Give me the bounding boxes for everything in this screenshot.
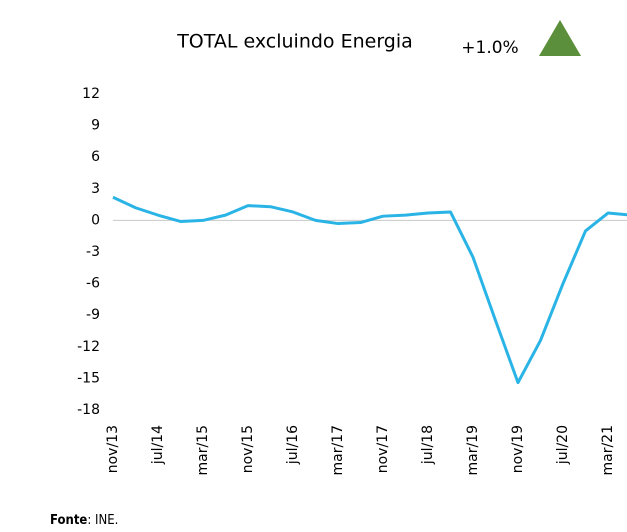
x-tick-label: jul/18 xyxy=(420,425,436,465)
chart-title: TOTAL excluindo Energia xyxy=(176,31,413,53)
y-tick-label: -9 xyxy=(86,307,100,323)
x-tick-label: jul/14 xyxy=(150,425,166,465)
x-tick-label: nov/17 xyxy=(375,425,391,473)
x-tick-label: mar/17 xyxy=(330,425,346,476)
y-tick-label: 12 xyxy=(82,86,100,102)
x-tick-label: mar/21 xyxy=(600,425,616,476)
y-tick-label: 6 xyxy=(91,149,100,165)
source: Fonte: INE. xyxy=(50,513,118,528)
y-tick-label: -18 xyxy=(77,402,100,418)
x-tick-label: nov/19 xyxy=(510,425,526,473)
line-series xyxy=(112,195,627,385)
y-tick-label: -15 xyxy=(77,370,100,386)
source-label: Fonte xyxy=(50,513,87,528)
source-text: : INE. xyxy=(87,513,118,528)
x-tick-label: jul/16 xyxy=(285,425,301,465)
y-tick-label: -6 xyxy=(86,276,100,292)
y-tick-label: -3 xyxy=(86,244,100,260)
x-tick-label: mar/19 xyxy=(465,425,481,476)
y-tick-label: -12 xyxy=(77,339,100,355)
up-triangle xyxy=(539,20,581,56)
x-tick-label: nov/15 xyxy=(240,425,256,473)
y-tick-label: 9 xyxy=(91,118,100,134)
x-tick-label: mar/15 xyxy=(195,425,211,476)
x-tick-label: jul/20 xyxy=(555,425,571,465)
x-tick-label: nov/13 xyxy=(105,425,121,473)
y-tick-label: 0 xyxy=(91,212,100,228)
y-tick-label: 3 xyxy=(91,181,100,197)
annotation: +1.0% xyxy=(461,38,518,58)
